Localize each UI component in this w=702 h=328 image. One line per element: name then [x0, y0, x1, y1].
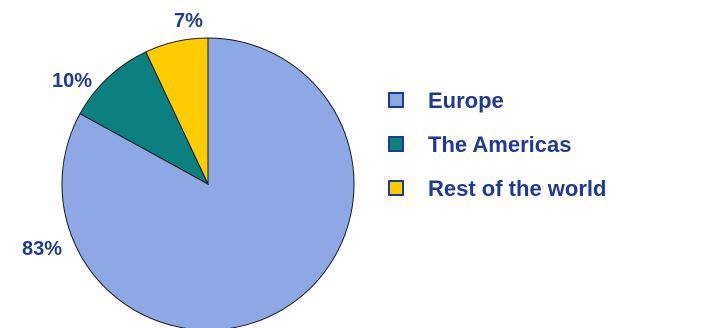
legend-swatch-americas [388, 136, 404, 152]
legend-swatch-rest-of-world [388, 180, 404, 196]
slice-label-rest-of-world: 7% [174, 10, 203, 32]
pie-slice-rest-of-world [145, 37, 209, 185]
legend-label-rest-of-world: Rest of the world [428, 176, 607, 201]
slice-label-americas: 10% [52, 70, 93, 92]
legend-label-americas: The Americas [428, 132, 572, 157]
legend-label-europe: Europe [428, 88, 504, 113]
pie-slice-americas [79, 51, 210, 186]
slice-label-europe: 83% [22, 238, 63, 260]
legend-swatch-europe [388, 92, 404, 108]
